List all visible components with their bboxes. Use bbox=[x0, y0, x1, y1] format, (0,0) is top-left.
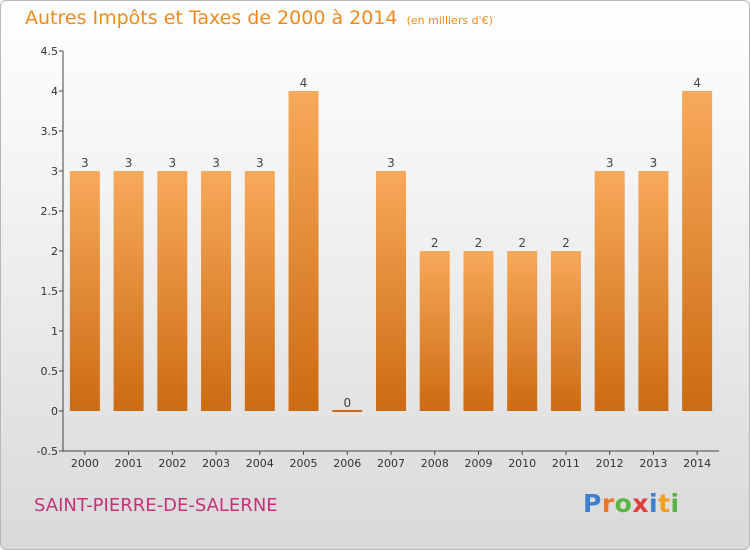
proxiti-logo: Proxiti bbox=[583, 489, 680, 518]
x-tick-label: 2005 bbox=[290, 457, 318, 470]
x-tick-label: 2014 bbox=[683, 457, 711, 470]
x-tick-label: 2008 bbox=[421, 457, 449, 470]
x-tick-label: 2002 bbox=[158, 457, 186, 470]
bar bbox=[463, 251, 494, 411]
logo-letter: r bbox=[601, 489, 615, 518]
bar bbox=[157, 171, 188, 411]
bar bbox=[507, 251, 538, 411]
x-tick-label: 2010 bbox=[508, 457, 536, 470]
data-label: 2 bbox=[475, 236, 483, 250]
data-label: 3 bbox=[125, 156, 133, 170]
x-tick-label: 2012 bbox=[596, 457, 624, 470]
x-tick-label: 2004 bbox=[246, 457, 274, 470]
x-tick-label: 2013 bbox=[639, 457, 667, 470]
chart-title: Autres Impôts et Taxes de 2000 à 2014 (e… bbox=[25, 7, 493, 29]
chart-unit: (en milliers d'€) bbox=[406, 14, 493, 27]
data-label: 3 bbox=[606, 156, 614, 170]
x-tick-label: 2006 bbox=[333, 457, 361, 470]
data-label: 4 bbox=[300, 76, 308, 90]
y-tick-label: -0.5 bbox=[37, 445, 58, 458]
logo-letter: t bbox=[658, 489, 671, 518]
bar bbox=[113, 171, 144, 411]
logo-letter: o bbox=[614, 489, 633, 518]
x-tick-label: 2009 bbox=[464, 457, 492, 470]
y-tick-label: 3.5 bbox=[41, 125, 59, 138]
y-tick-label: 2 bbox=[51, 245, 58, 258]
data-label: 3 bbox=[650, 156, 658, 170]
bar bbox=[638, 171, 669, 411]
y-tick-label: 1 bbox=[51, 325, 58, 338]
y-tick-label: 2.5 bbox=[41, 205, 59, 218]
y-tick-label: 4.5 bbox=[41, 45, 59, 58]
logo-letter: x bbox=[632, 489, 649, 518]
bar bbox=[376, 171, 406, 411]
data-label: 4 bbox=[693, 76, 701, 90]
data-label: 2 bbox=[562, 236, 570, 250]
x-tick-label: 2007 bbox=[377, 457, 405, 470]
commune-name: SAINT-PIERRE-DE-SALERNE bbox=[34, 495, 278, 516]
y-tick-label: 0.5 bbox=[41, 365, 59, 378]
data-label: 2 bbox=[518, 236, 526, 250]
data-label: 3 bbox=[256, 156, 264, 170]
logo-letter: i bbox=[670, 489, 680, 518]
y-tick-label: 0 bbox=[51, 405, 58, 418]
chart-title-text: Autres Impôts et Taxes de 2000 à 2014 bbox=[25, 7, 398, 29]
bar bbox=[419, 251, 450, 411]
bar bbox=[69, 171, 100, 411]
bar bbox=[201, 171, 232, 411]
bar bbox=[332, 410, 363, 412]
data-label: 3 bbox=[387, 156, 395, 170]
data-label: 3 bbox=[81, 156, 89, 170]
bar bbox=[288, 91, 319, 411]
x-tick-label: 2003 bbox=[202, 457, 230, 470]
logo-letter: P bbox=[583, 489, 602, 518]
logo-letter: i bbox=[649, 489, 659, 518]
data-label: 0 bbox=[343, 396, 351, 410]
y-tick-label: 1.5 bbox=[41, 285, 59, 298]
data-label: 3 bbox=[212, 156, 220, 170]
bar bbox=[682, 91, 713, 411]
x-tick-label: 2000 bbox=[71, 457, 99, 470]
x-tick-label: 2011 bbox=[552, 457, 580, 470]
data-label: 2 bbox=[431, 236, 439, 250]
y-tick-label: 3 bbox=[51, 165, 58, 178]
data-label: 3 bbox=[169, 156, 177, 170]
bar bbox=[550, 251, 581, 411]
x-tick-label: 2001 bbox=[115, 457, 143, 470]
bar bbox=[594, 171, 625, 411]
bar bbox=[244, 171, 275, 411]
y-tick-label: 4 bbox=[51, 85, 58, 98]
